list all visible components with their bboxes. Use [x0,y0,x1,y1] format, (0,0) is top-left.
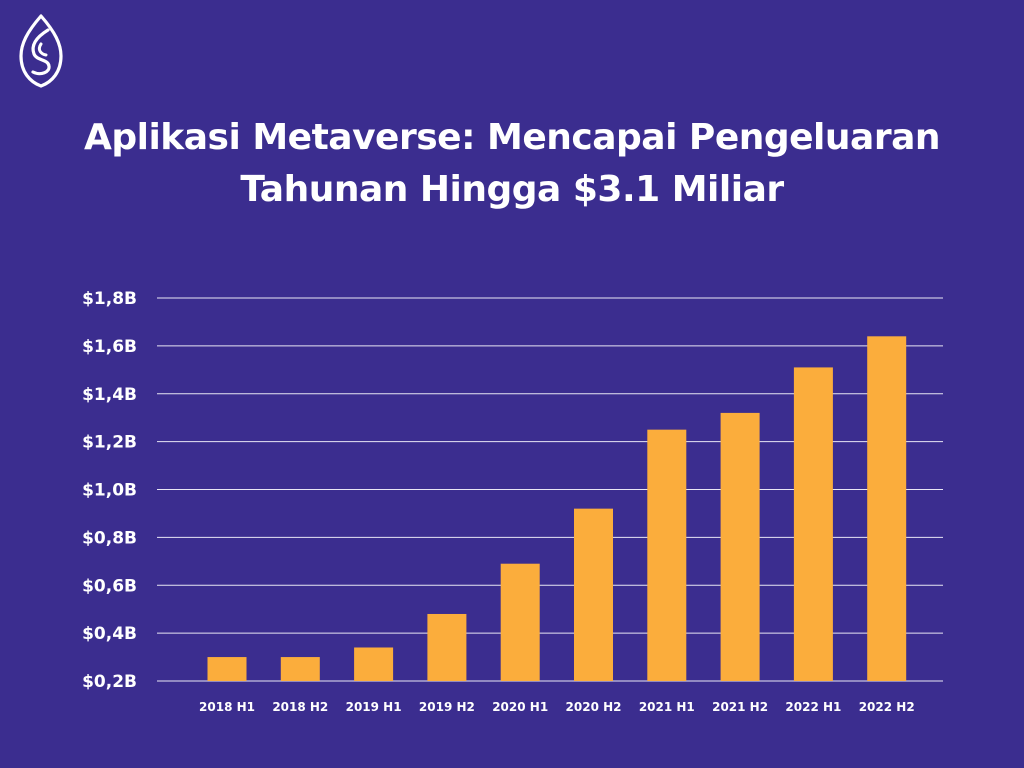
bar [354,647,394,681]
bars [207,336,907,681]
x-tick-label: 2022 H2 [859,700,915,714]
y-tick-label: $1,2B [82,433,137,453]
bar [207,657,247,681]
x-tick-label: 2018 H2 [272,700,328,714]
y-tick-label: $1,4B [82,385,137,405]
bar [647,429,687,681]
y-tick-label: $1,6B [82,337,137,357]
y-tick-label: $1,8B [82,289,137,309]
x-tick-label: 2019 H2 [419,700,475,714]
x-tick-label: 2021 H2 [712,700,768,714]
x-tick-label: 2018 H1 [199,700,255,714]
bar [427,613,467,681]
bar [720,412,760,681]
y-tick-label: $1,0B [82,481,137,501]
y-tick-label: $0,2B [82,672,137,692]
y-tick-label: $0,8B [82,528,137,548]
y-axis-tick-labels: $0,2B $0,4B $0,6B $0,8B $1,0B $1,2B $1,4B $1,6B… [82,289,137,692]
y-tick-label: $0,4B [82,624,137,644]
chart-title-line-2: Tahunan Hingga $3.1 Miliar [240,169,784,210]
x-axis-tick-labels: 2018 H1 2018 H2 2019 H1 2019 H2 2020 H1 2020 … [199,700,915,714]
x-tick-label: 2020 H1 [492,700,548,714]
bar [500,563,540,681]
bar [867,336,907,681]
x-tick-label: 2019 H1 [346,700,402,714]
x-tick-label: 2021 H1 [639,700,695,714]
chart-title: Aplikasi Metaverse: Mencapai Pengeluaran… [0,112,1024,216]
y-tick-label: $0,6B [82,576,137,596]
bar [574,508,613,681]
bar [793,367,833,681]
x-tick-label: 2020 H2 [566,700,622,714]
x-tick-label: 2022 H1 [785,700,841,714]
bar [280,657,320,681]
brand-logo-icon [19,14,63,88]
chart-title-line-1: Aplikasi Metaverse: Mencapai Pengeluaran [84,117,941,158]
